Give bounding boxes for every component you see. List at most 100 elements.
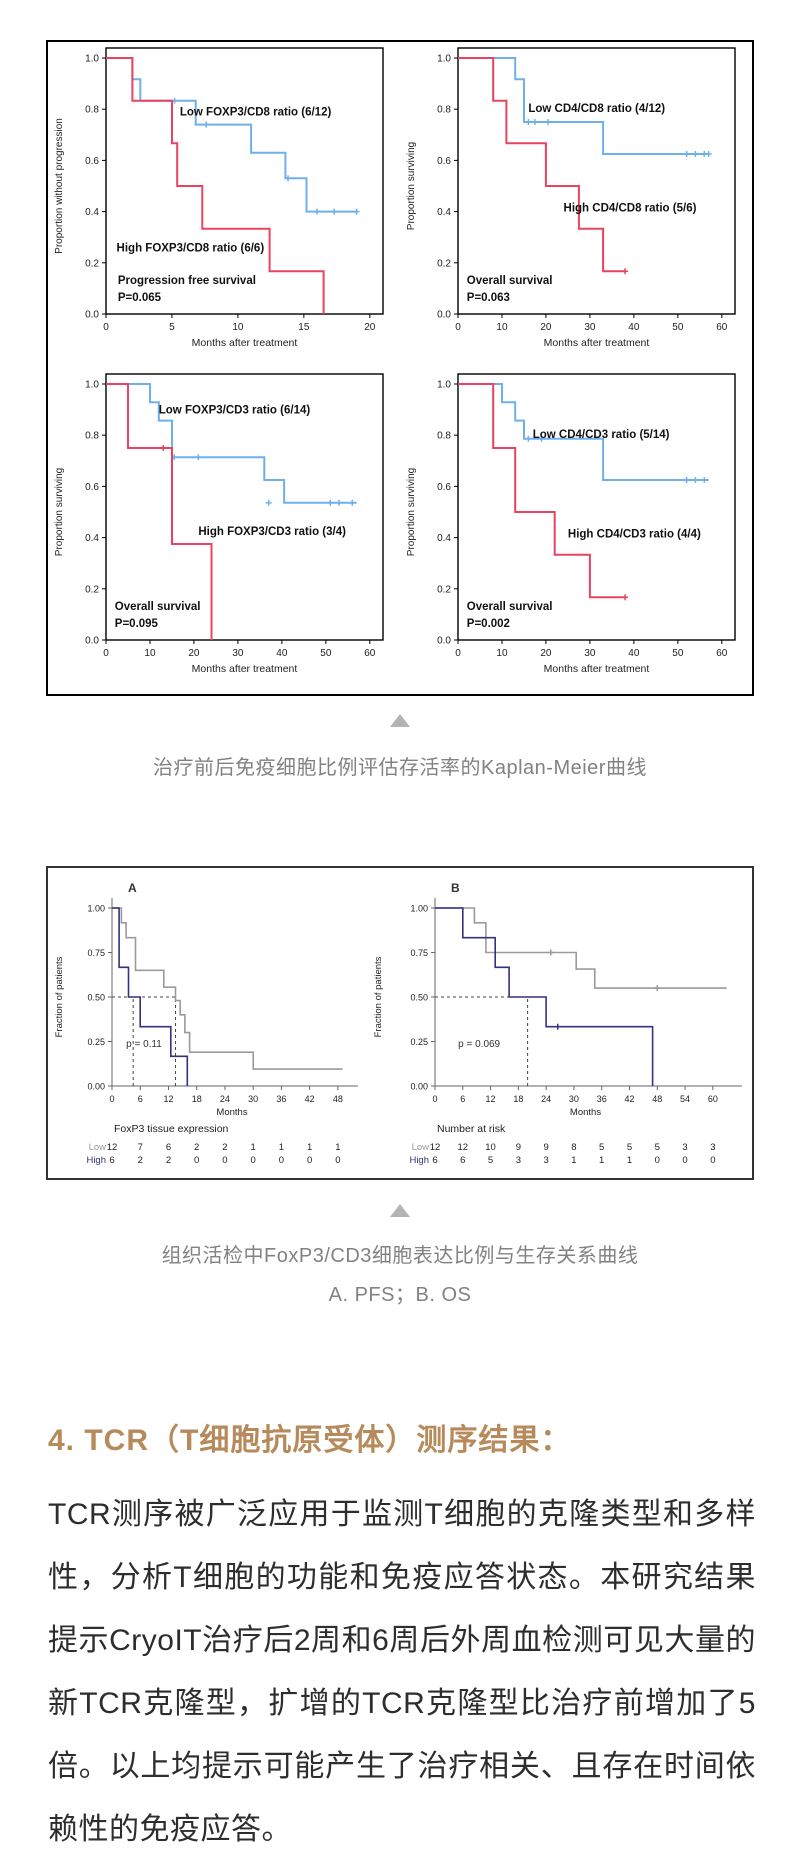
svg-text:P=0.063: P=0.063 xyxy=(467,292,510,304)
svg-text:7: 7 xyxy=(138,1142,143,1153)
chart-os-cd4-cd3: 1.0 0.8 0.6 0.4 0.2 0.0 0 10 20 30 40 50 60 Proportio… xyxy=(400,368,752,694)
svg-text:12: 12 xyxy=(486,1094,496,1104)
svg-text:1: 1 xyxy=(599,1155,604,1166)
figure-1-km-grid: 1.0 0.8 0.6 0.4 0.2 0.0 0 5 10 15 20 Proportion wit… xyxy=(46,40,754,696)
svg-text:1: 1 xyxy=(627,1155,632,1166)
svg-text:0: 0 xyxy=(194,1155,199,1166)
chart-os-cd4-cd8: 1.0 0.8 0.6 0.4 0.2 0.0 0 10 20 30 40 50 60 Proportio… xyxy=(400,42,752,368)
svg-text:2: 2 xyxy=(222,1142,227,1153)
svg-text:0.4: 0.4 xyxy=(85,533,99,544)
svg-text:0.6: 0.6 xyxy=(437,482,451,493)
svg-text:10: 10 xyxy=(496,648,508,659)
svg-text:0: 0 xyxy=(251,1155,256,1166)
svg-text:1: 1 xyxy=(571,1155,576,1166)
svg-text:42: 42 xyxy=(305,1094,315,1104)
svg-text:Proportion surviving: Proportion surviving xyxy=(406,468,417,556)
svg-text:40: 40 xyxy=(628,322,640,333)
svg-text:24: 24 xyxy=(220,1094,230,1104)
svg-text:Overall survival: Overall survival xyxy=(467,275,553,287)
svg-text:High: High xyxy=(409,1155,429,1166)
svg-text:2: 2 xyxy=(194,1142,199,1153)
svg-text:Low: Low xyxy=(412,1142,430,1153)
figure-1-caption: 治疗前后免疫细胞比例评估存活率的Kaplan-Meier曲线 xyxy=(153,757,647,779)
svg-text:42: 42 xyxy=(624,1094,634,1104)
svg-text:30: 30 xyxy=(584,322,596,333)
svg-text:0.6: 0.6 xyxy=(437,156,451,167)
svg-text:15: 15 xyxy=(298,322,310,333)
svg-text:0.0: 0.0 xyxy=(437,310,451,321)
svg-text:Proportion surviving: Proportion surviving xyxy=(54,468,65,556)
chart-os-foxp3-tissue: 1.00 0.75 0.50 0.25 0.00 0 6 12 18 24 30 36 42 48 54 60… xyxy=(367,870,752,1176)
svg-text:Low FOXP3/CD8 ratio (6/12): Low FOXP3/CD8 ratio (6/12) xyxy=(180,107,332,119)
svg-text:0.50: 0.50 xyxy=(87,993,105,1003)
svg-text:0.6: 0.6 xyxy=(85,156,99,167)
svg-text:0: 0 xyxy=(682,1155,687,1166)
svg-text:20: 20 xyxy=(188,648,200,659)
svg-text:0.00: 0.00 xyxy=(87,1082,105,1092)
svg-text:Months after treatment: Months after treatment xyxy=(544,337,650,349)
svg-text:1.0: 1.0 xyxy=(85,54,99,65)
svg-text:48: 48 xyxy=(333,1094,343,1104)
svg-text:High FOXP3/CD8 ratio (6/6): High FOXP3/CD8 ratio (6/6) xyxy=(117,242,265,254)
figure-2-caption-line2: A. PFS；B. OS xyxy=(328,1284,472,1306)
svg-text:p = 0.11: p = 0.11 xyxy=(126,1039,162,1050)
svg-text:Overall survival: Overall survival xyxy=(115,601,201,613)
svg-text:20: 20 xyxy=(364,322,376,333)
svg-text:20: 20 xyxy=(540,648,552,659)
svg-text:5: 5 xyxy=(599,1142,604,1153)
svg-text:Proportion surviving: Proportion surviving xyxy=(406,142,417,230)
svg-text:54: 54 xyxy=(680,1094,690,1104)
svg-text:1: 1 xyxy=(307,1142,312,1153)
svg-text:Months after treatment: Months after treatment xyxy=(544,663,650,675)
svg-text:0.2: 0.2 xyxy=(85,258,99,269)
svg-text:0: 0 xyxy=(279,1155,284,1166)
svg-text:0.75: 0.75 xyxy=(410,948,428,958)
svg-text:3: 3 xyxy=(682,1142,687,1153)
figure-2-km-ab: 1.00 0.75 0.50 0.25 0.00 0 6 12 18 24 30 36 42 48 Frac… xyxy=(46,866,754,1180)
svg-text:24: 24 xyxy=(541,1094,551,1104)
svg-text:Low: Low xyxy=(89,1142,107,1153)
svg-text:Number at risk: Number at risk xyxy=(437,1123,506,1135)
svg-text:0.2: 0.2 xyxy=(437,258,451,269)
svg-text:0.8: 0.8 xyxy=(437,431,451,442)
svg-text:0.4: 0.4 xyxy=(437,207,451,218)
article-page: 1.0 0.8 0.6 0.4 0.2 0.0 0 5 10 15 20 Proportion wit… xyxy=(0,40,800,1861)
svg-text:Months after treatment: Months after treatment xyxy=(192,663,298,675)
svg-text:0.2: 0.2 xyxy=(437,584,451,595)
svg-text:3: 3 xyxy=(543,1155,548,1166)
svg-text:High: High xyxy=(86,1155,106,1166)
svg-text:20: 20 xyxy=(540,322,552,333)
svg-text:0: 0 xyxy=(455,648,461,659)
svg-text:3: 3 xyxy=(516,1155,521,1166)
svg-text:6: 6 xyxy=(432,1155,437,1166)
svg-text:12: 12 xyxy=(457,1142,468,1153)
svg-text:0: 0 xyxy=(710,1155,715,1166)
svg-text:Low FOXP3/CD3 ratio (6/14): Low FOXP3/CD3 ratio (6/14) xyxy=(159,404,311,416)
svg-text:6: 6 xyxy=(460,1155,465,1166)
svg-text:1.00: 1.00 xyxy=(410,904,428,914)
svg-text:1: 1 xyxy=(279,1142,284,1153)
svg-text:p = 0.069: p = 0.069 xyxy=(458,1039,500,1050)
svg-text:60: 60 xyxy=(708,1094,718,1104)
svg-text:30: 30 xyxy=(584,648,596,659)
svg-text:1.00: 1.00 xyxy=(87,904,105,914)
svg-text:Months: Months xyxy=(216,1107,247,1118)
svg-text:2: 2 xyxy=(166,1155,171,1166)
svg-text:30: 30 xyxy=(248,1094,258,1104)
svg-text:10: 10 xyxy=(485,1142,496,1153)
svg-text:0: 0 xyxy=(109,1094,114,1104)
svg-text:6: 6 xyxy=(109,1155,114,1166)
svg-text:Fraction of patients: Fraction of patients xyxy=(373,956,384,1037)
triangle-up-icon xyxy=(390,714,410,727)
svg-text:0: 0 xyxy=(307,1155,312,1166)
svg-text:18: 18 xyxy=(513,1094,523,1104)
svg-text:1: 1 xyxy=(251,1142,256,1153)
svg-text:1.0: 1.0 xyxy=(85,380,99,391)
chart-os-foxp3-cd3: 1.0 0.8 0.6 0.4 0.2 0.0 0 10 20 30 40 50 60 Proportio… xyxy=(48,368,400,694)
svg-text:12: 12 xyxy=(163,1094,173,1104)
svg-text:Months after treatment: Months after treatment xyxy=(192,337,298,349)
svg-text:0.8: 0.8 xyxy=(85,105,99,116)
svg-text:0.2: 0.2 xyxy=(85,584,99,595)
svg-text:High FOXP3/CD3 ratio (3/4): High FOXP3/CD3 ratio (3/4) xyxy=(198,526,346,538)
svg-text:Low CD4/CD3 ratio (5/14): Low CD4/CD3 ratio (5/14) xyxy=(533,429,670,441)
